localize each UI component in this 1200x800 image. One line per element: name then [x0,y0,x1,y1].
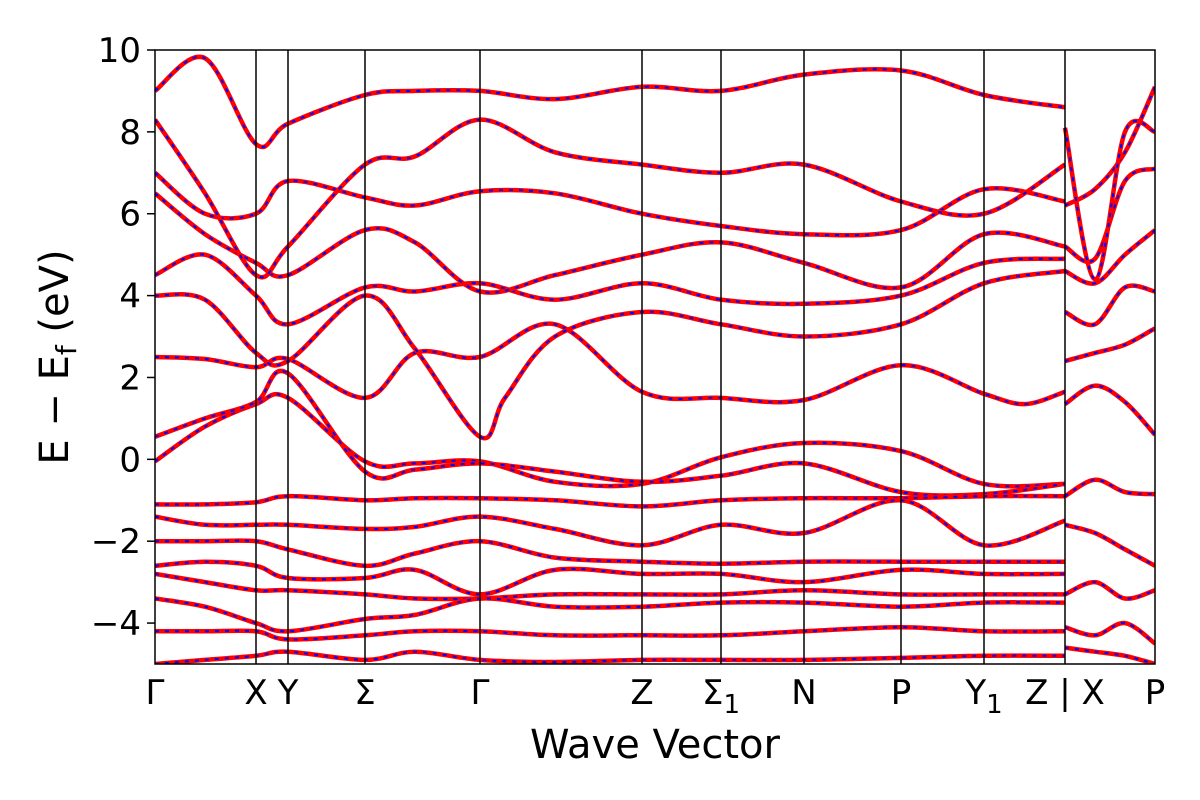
band-line-red-2 [155,321,1066,407]
x-tick-label-8: P [891,673,912,713]
band-line-blue-9 [155,495,1066,508]
x-tick-label-9: Y1 [964,673,1002,720]
x-tick-label-2: Y [277,673,299,713]
band-line-blue-8 [155,55,1066,148]
x-tick-label-7: N [791,673,816,713]
y-axis-ticks: −4 −2 0 2 4 6 8 10 [91,31,155,644]
y-axis-label-unit: (eV) [32,249,78,345]
band-line-blue-22 [1064,229,1155,285]
y-tick-label-5: 6 [119,195,141,235]
band-line-blue-18 [1064,478,1155,498]
y-tick-label-4: 4 [119,277,141,317]
band-line-red-8 [155,54,1066,149]
y-tick-label-0: −4 [91,604,141,644]
band-line-blue-17 [1064,523,1155,567]
band-line-blue-1 [155,370,1066,497]
y-tick-label-1: −2 [91,522,141,562]
band-line-red-0 [155,391,1066,489]
band-line-red-7 [155,117,1067,280]
band-line-blue-6 [155,172,1066,237]
y-axis-label-sub: f [50,344,83,355]
x-tick-label-10: Z | X [1025,673,1105,713]
band-line-blue-25 [1064,120,1155,281]
band-line-blue-20 [1064,327,1155,363]
y-tick-label-2: 0 [119,440,141,480]
band-line-blue-16 [155,650,1066,664]
x-tick-label-1: X [244,673,267,713]
band-line-red-26 [1064,579,1155,601]
x-tick-label-5: Z [630,673,653,713]
x-axis-ticks: Γ X Y Σ Γ Z Σ1 N P Y1 Z | X P [146,673,1166,720]
y-tick-label-3: 2 [119,358,141,398]
plot-area [155,54,1155,664]
x-tick-label-6: Σ1 [702,673,740,720]
x-tick-label-3: Σ [354,673,375,713]
y-tick-label-7: 10 [98,31,141,71]
x-tick-label-11: P [1145,673,1166,713]
x-tick-label-4: Γ [471,673,490,713]
band-line-red-3 [155,268,1066,441]
x-axis-label: Wave Vector [530,722,781,768]
y-axis-label: E − Ef (eV) [32,249,83,464]
y-tick-label-6: 8 [119,113,141,153]
band-line-blue-4 [155,253,1066,326]
band-line-blue-19 [1064,384,1155,436]
band-line-red-21 [1063,283,1155,328]
axes-frame [154,49,1156,665]
band-line-blue-0 [155,393,1066,488]
band-line-red-20 [1064,326,1155,364]
band-line-red-24 [1063,85,1155,208]
band-line-red-6 [155,171,1066,238]
band-line-blue-11 [155,539,1065,567]
band-line-blue-7 [155,118,1066,279]
band-line-red-16 [155,649,1066,664]
band-line-red-17 [1064,522,1155,568]
band-line-blue-24 [1064,86,1155,207]
band-line-red-1 [155,368,1066,498]
band-line-blue-2 [155,322,1066,406]
band-line-blue-15 [155,626,1066,641]
y-axis-label-main: E − E [32,355,78,465]
x-tick-label-0: Γ [146,673,165,713]
band-line-blue-28 [1064,646,1155,664]
band-line-red-19 [1063,383,1155,437]
band-line-blue-3 [155,270,1066,440]
band-line-red-9 [155,493,1066,509]
band-line-blue-13 [155,572,1065,601]
band-line-blue-27 [1064,622,1155,645]
kpoint-lines [255,50,1066,664]
